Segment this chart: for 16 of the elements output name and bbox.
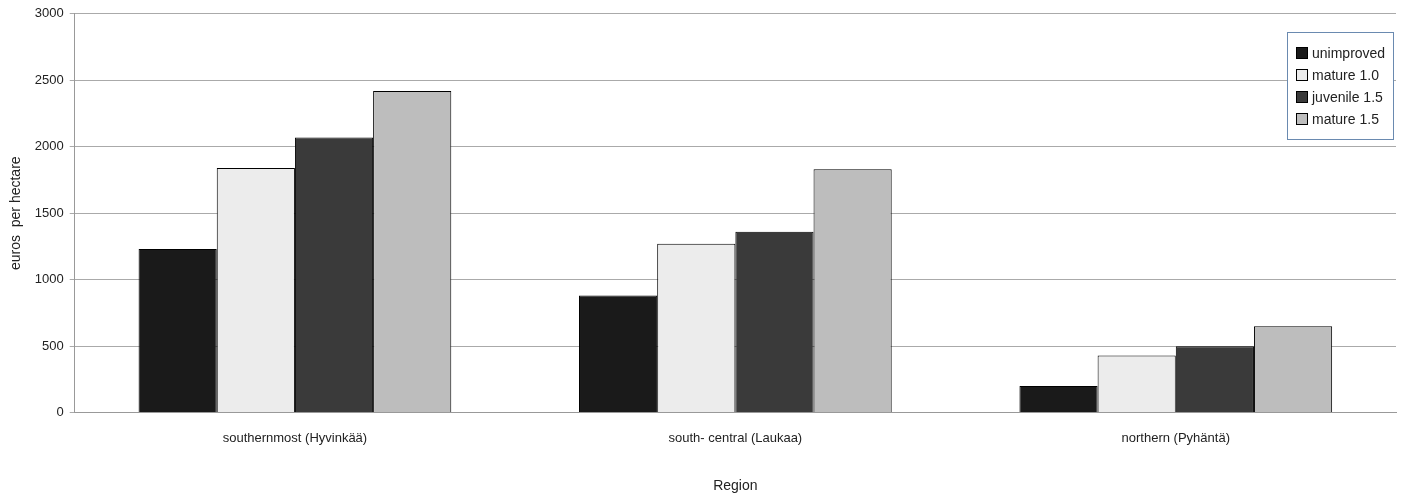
y-axis-title: euros per hectare: [7, 156, 24, 271]
legend-label: unimproved: [1311, 44, 1386, 61]
y-tick-label: 1000: [34, 271, 64, 287]
x-tick-label: south- central (Laukaa): [668, 429, 803, 445]
legend-label: mature 1.0: [1311, 66, 1380, 83]
x-tick-label: southernmost (Hyvinkää): [222, 429, 368, 445]
y-tick-label: 1500: [34, 204, 64, 220]
legend-label: mature 1.5: [1311, 110, 1380, 127]
x-axis-title: Region: [713, 477, 758, 494]
y-tick-label: 2500: [34, 71, 64, 87]
y-tick-label: 2000: [34, 138, 64, 154]
y-tick-label: 500: [42, 337, 64, 353]
x-tick-label: northern (Pyhäntä): [1121, 429, 1230, 445]
y-tick-label: 0: [56, 404, 64, 420]
legend-label: juvenile 1.5: [1310, 88, 1384, 105]
y-tick-label: 3000: [34, 5, 64, 21]
